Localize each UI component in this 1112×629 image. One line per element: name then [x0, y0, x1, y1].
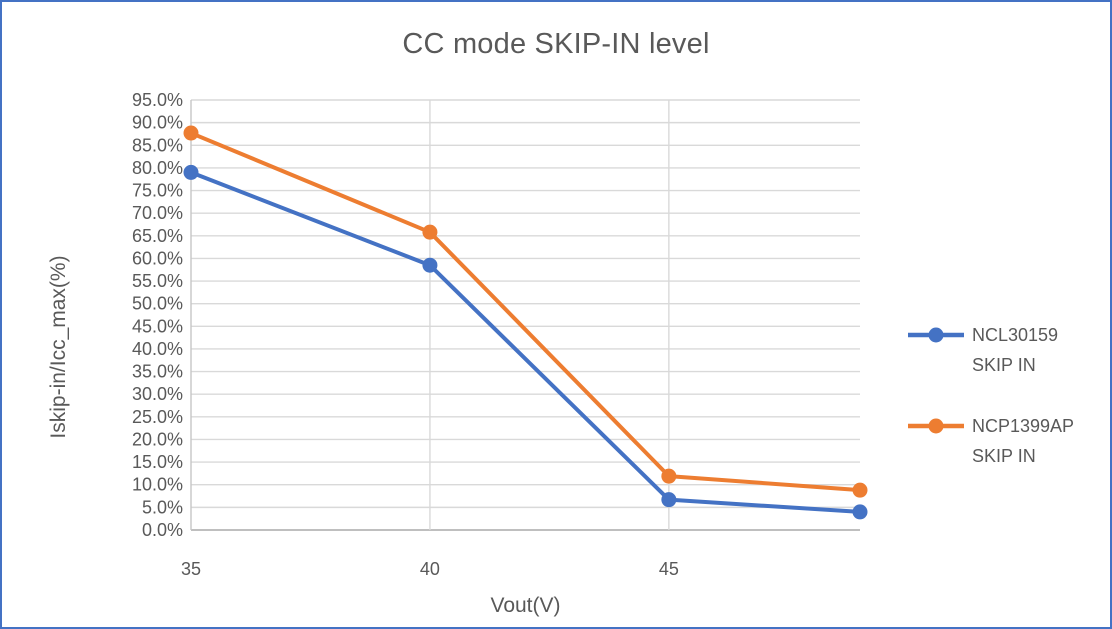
series-point-1	[852, 482, 868, 498]
y-tick-label: 85.0%	[132, 135, 183, 155]
x-tick-label: 35	[181, 559, 201, 579]
legend-label-line1: NCL30159	[972, 325, 1059, 345]
y-tick-label: 75.0%	[132, 181, 183, 201]
y-tick-label: 80.0%	[132, 158, 183, 178]
y-axis-title: Iskip-in/Icc_max(%)	[47, 255, 70, 439]
chart-title: CC mode SKIP-IN level	[402, 28, 710, 60]
legend: NCL30159 SKIP IN NCP1399AP SKIP IN	[907, 320, 1107, 502]
series-point-1	[422, 224, 438, 240]
legend-circle-icon	[928, 418, 944, 434]
y-tick-label: 30.0%	[132, 384, 183, 404]
y-tick-label: 0.0%	[142, 520, 183, 540]
series-point-0	[183, 164, 199, 180]
y-tick-label: 70.0%	[132, 203, 183, 223]
y-tick-label: 45.0%	[132, 316, 183, 336]
y-tick-label: 60.0%	[132, 248, 183, 268]
series-line-1	[189, 131, 862, 493]
y-tick-label: 50.0%	[132, 294, 183, 314]
y-tick-label: 5.0%	[142, 497, 183, 517]
y-tick-label: 40.0%	[132, 339, 183, 359]
legend-label-line2: SKIP IN	[972, 446, 1036, 466]
legend-series-marker-icon	[908, 418, 964, 434]
series-point-0	[661, 492, 677, 508]
y-tick-label: 35.0%	[132, 362, 183, 382]
y-tick-label: 10.0%	[132, 475, 183, 495]
legend-label: NCP1399AP SKIP IN	[972, 411, 1074, 471]
legend-entry-ncp1399ap: NCP1399AP SKIP IN	[907, 411, 1107, 471]
series-point-0	[422, 257, 438, 273]
x-tick-label: 45	[659, 559, 679, 579]
x-axis-title: Vout(V)	[490, 594, 561, 617]
legend-entry-ncl30159: NCL30159 SKIP IN	[907, 320, 1107, 380]
series-point-1	[661, 468, 677, 484]
legend-label: NCL30159 SKIP IN	[972, 320, 1058, 380]
y-tick-label: 65.0%	[132, 226, 183, 246]
y-tick-label: 25.0%	[132, 407, 183, 427]
series-line-0	[189, 170, 862, 514]
legend-label-line1: NCP1399AP	[972, 416, 1075, 436]
legend-series-marker-icon	[908, 327, 964, 343]
x-tick-label: 40	[420, 559, 440, 579]
legend-circle-icon	[928, 327, 944, 343]
series-point-1	[183, 125, 199, 141]
y-tick-label: 20.0%	[132, 429, 183, 449]
series-point-0	[852, 504, 868, 520]
y-tick-label: 15.0%	[132, 452, 183, 472]
y-tick-label: 95.0%	[132, 90, 183, 110]
y-tick-label: 90.0%	[132, 113, 183, 133]
legend-label-line2: SKIP IN	[972, 355, 1036, 375]
y-tick-label: 55.0%	[132, 271, 183, 291]
